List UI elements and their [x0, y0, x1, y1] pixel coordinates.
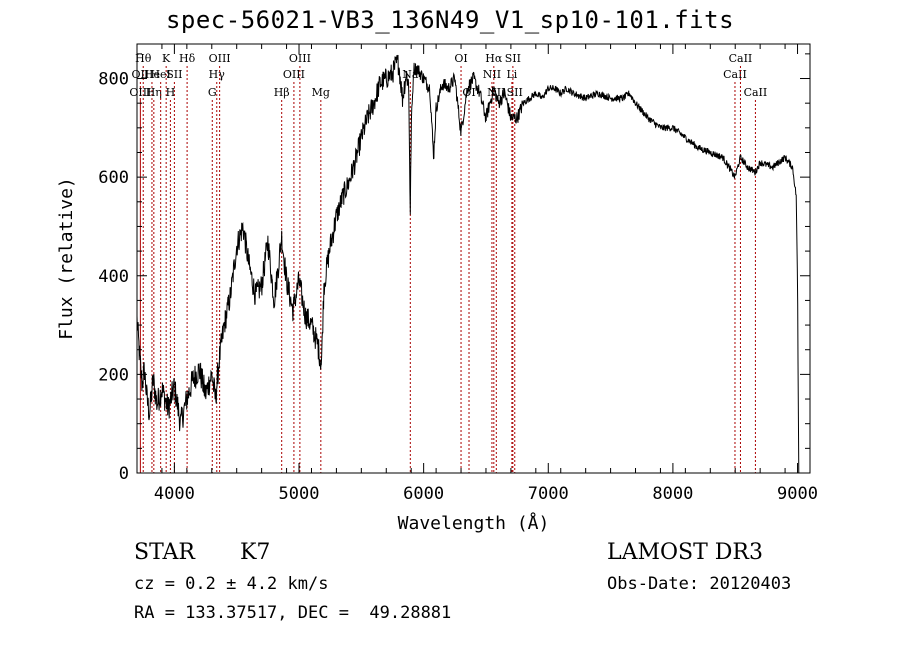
coordinates: RA = 133.37517, DEC = 49.28881 [134, 603, 452, 623]
line-marker-label: SII [166, 68, 182, 81]
axis-ticks: 4000 5000 6000 7000 8000 9000 0 200 400 600 800 [98, 44, 818, 504]
line-marker-label: H [166, 86, 176, 99]
line-marker-label: He [144, 68, 160, 81]
line-marker-label: OIII [289, 52, 311, 65]
chart-title: spec-56021-VB3_136N49_V1_sp10-101.fits [165, 6, 735, 34]
line-marker-label: Hβ [274, 86, 290, 99]
line-marker-label: CaII [744, 86, 768, 99]
spectrum-line [136, 54, 800, 474]
redshift-readout: cz = 0.2 ± 4.2 km/s [134, 574, 329, 594]
y-tick-label: 800 [98, 70, 129, 90]
plot-frame [136, 43, 811, 474]
line-marker-label: Hγ [209, 68, 226, 81]
line-marker-label: Hη [146, 86, 162, 99]
line-marker-label: Mg [312, 86, 330, 99]
obs-date: Obs-Date: 20120403 [607, 574, 792, 594]
line-marker-label: CaII [729, 52, 753, 65]
line-marker-label: Hα [485, 52, 503, 65]
line-marker-label: OIII [129, 86, 151, 99]
line-marker-label: OIII [283, 68, 305, 81]
line-marker-label: OI [454, 52, 467, 65]
spectral-subclass: K7 [240, 540, 271, 565]
object-type: STAR [134, 540, 195, 565]
line-marker-label: Hδ [179, 52, 196, 65]
x-tick-label: 7000 [528, 484, 569, 504]
x-tick-label: 9000 [777, 484, 818, 504]
line-marker-label: NII [483, 68, 501, 81]
line-marker-label: G [208, 86, 217, 99]
line-marker-label: K [162, 52, 171, 65]
line-marker-label: SII [507, 86, 523, 99]
x-tick-label: 8000 [652, 484, 693, 504]
x-tick-label: 4000 [154, 484, 195, 504]
x-axis-label: Wavelength (Å) [398, 512, 550, 534]
line-marker-label: CaII [723, 68, 747, 81]
y-axis-label: Flux (relative) [56, 177, 77, 340]
line-marker-label: Hθ [135, 52, 152, 65]
line-marker-label: OII [132, 68, 150, 81]
line-marker-label: SII [505, 52, 521, 65]
line-markers: HθOIIOIIIHeHηHeIKHSIIHδGHγOIIIHβOIIIOIII… [129, 52, 767, 473]
y-tick-label: 600 [98, 168, 129, 188]
y-tick-label: 200 [98, 365, 129, 385]
y-tick-label: 0 [119, 464, 129, 484]
line-marker-label: OIII [209, 52, 231, 65]
x-tick-label: 5000 [279, 484, 320, 504]
x-tick-label: 6000 [403, 484, 444, 504]
y-tick-label: 400 [98, 267, 129, 287]
line-marker-label: Li [506, 68, 517, 81]
survey-name: LAMOST DR3 [607, 540, 763, 565]
